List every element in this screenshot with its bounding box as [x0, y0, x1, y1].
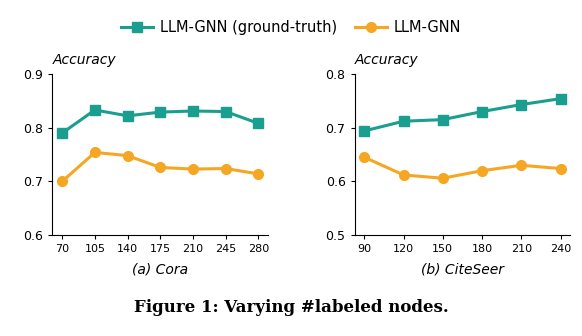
Text: Figure 1: Varying #labeled nodes.: Figure 1: Varying #labeled nodes.	[134, 299, 448, 316]
X-axis label: (a) Cora: (a) Cora	[132, 262, 189, 277]
X-axis label: (b) CiteSeer: (b) CiteSeer	[421, 262, 504, 277]
Text: Accuracy: Accuracy	[52, 53, 116, 68]
Text: Accuracy: Accuracy	[354, 53, 418, 68]
Legend: LLM-GNN (ground-truth), LLM-GNN: LLM-GNN (ground-truth), LLM-GNN	[115, 14, 467, 41]
